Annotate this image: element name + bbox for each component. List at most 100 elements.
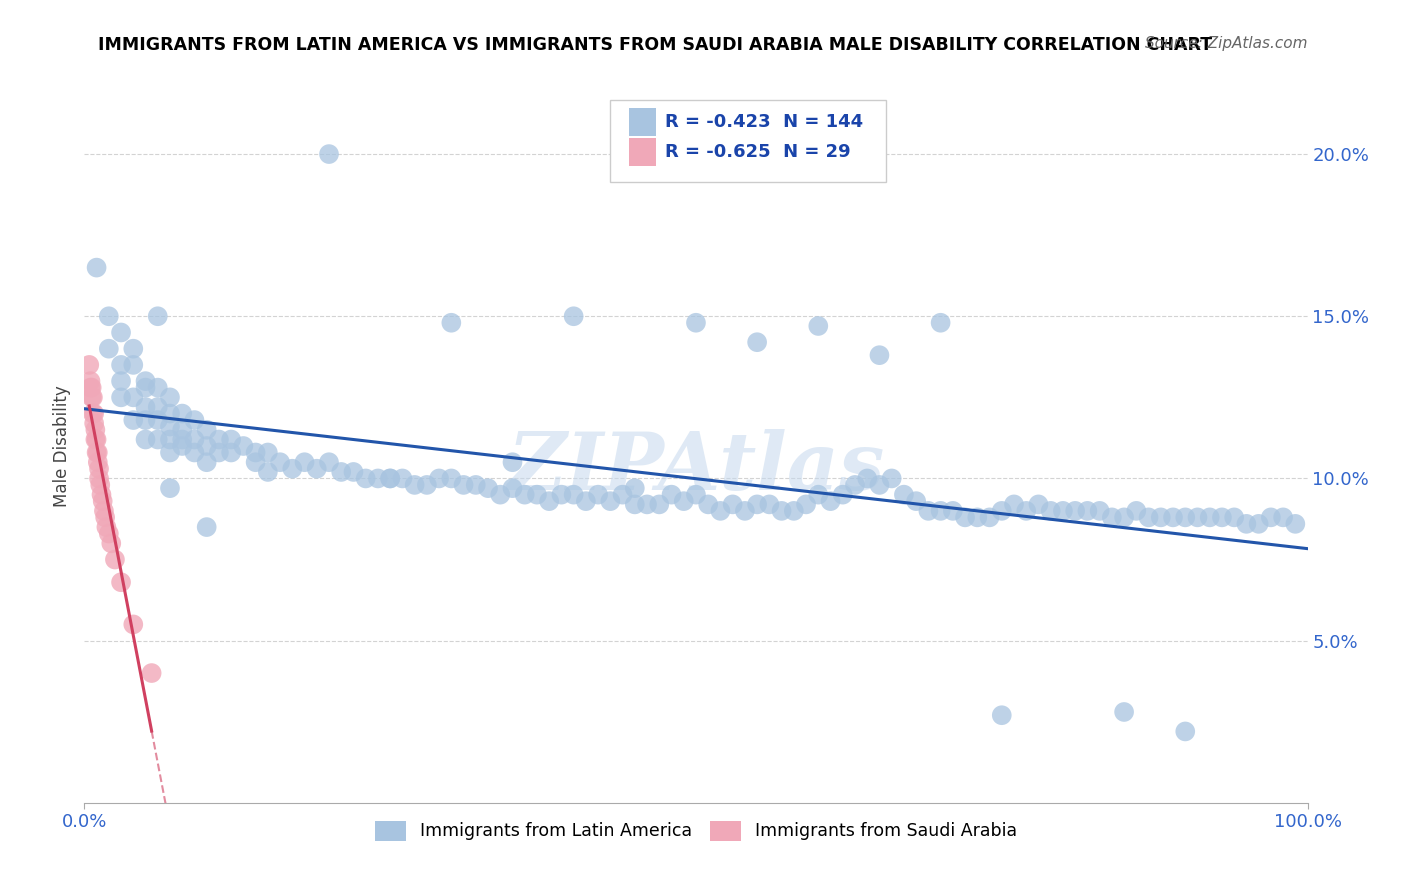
Point (104, 552, 127, 566)
Point (172, 433, 194, 447)
Point (464, 478, 486, 492)
Point (89, 478, 111, 492)
Point (159, 407, 181, 421)
Point (208, 433, 231, 447)
Point (721, 497, 744, 511)
Point (636, 497, 658, 511)
Point (697, 497, 720, 511)
Point (1174, 510, 1197, 524)
Text: ZIPAtlas: ZIPAtlas (508, 429, 884, 506)
Point (1125, 504, 1147, 518)
Point (1223, 510, 1246, 524)
Point (94, 510, 117, 524)
Point (453, 478, 475, 492)
Point (1137, 510, 1160, 524)
Point (513, 488, 536, 502)
Point (330, 465, 353, 479)
Point (794, 497, 817, 511)
Point (562, 310, 585, 324)
Point (1028, 497, 1050, 511)
Point (141, 666, 163, 681)
Point (86, 445, 108, 459)
Point (502, 481, 524, 495)
Point (83, 407, 105, 421)
Point (87, 471, 110, 485)
Point (1039, 504, 1062, 518)
Point (159, 445, 181, 459)
Point (80, 381, 103, 395)
Point (86, 260, 108, 275)
Point (966, 510, 988, 524)
Text: R = -0.423  N = 144: R = -0.423 N = 144 (665, 113, 863, 131)
Point (172, 439, 194, 453)
Point (100, 536, 122, 550)
Point (1247, 516, 1270, 531)
Point (208, 445, 231, 459)
Point (599, 494, 621, 508)
Point (135, 400, 157, 414)
Point (991, 504, 1014, 518)
Point (562, 488, 585, 502)
Point (709, 504, 731, 518)
Legend: Immigrants from Latin America, Immigrants from Saudi Arabia: Immigrants from Latin America, Immigrant… (368, 814, 1024, 847)
Point (122, 617, 145, 632)
Point (1284, 516, 1306, 531)
Point (195, 455, 218, 469)
Point (820, 494, 842, 508)
Point (305, 461, 328, 475)
Point (135, 433, 157, 447)
Y-axis label: Male Disability: Male Disability (53, 385, 72, 507)
Point (195, 520, 218, 534)
Point (110, 358, 132, 372)
Point (612, 488, 634, 502)
Point (685, 316, 707, 330)
Point (93, 504, 115, 518)
Point (770, 504, 793, 518)
Point (477, 481, 499, 495)
Point (318, 455, 340, 469)
Point (685, 488, 707, 502)
Point (758, 497, 780, 511)
Point (245, 455, 267, 469)
Point (1150, 510, 1173, 524)
Point (269, 455, 291, 469)
Point (219, 433, 242, 447)
Point (257, 465, 280, 479)
Point (404, 478, 426, 492)
Point (183, 413, 205, 427)
Point (135, 413, 157, 427)
Point (1076, 504, 1098, 518)
Point (1114, 510, 1136, 524)
Text: Source: ZipAtlas.com: Source: ZipAtlas.com (1144, 36, 1308, 51)
Point (380, 471, 402, 485)
Point (122, 413, 145, 427)
Point (807, 318, 830, 333)
Point (917, 504, 939, 518)
Text: R = -0.625  N = 29: R = -0.625 N = 29 (665, 143, 851, 161)
Point (87, 445, 110, 459)
Point (84, 433, 107, 447)
Point (391, 471, 413, 485)
Point (195, 439, 218, 453)
Point (440, 471, 463, 485)
Point (1272, 510, 1295, 524)
Point (80, 390, 103, 404)
Point (354, 471, 377, 485)
Point (82, 407, 104, 421)
Point (86, 433, 108, 447)
Point (110, 390, 132, 404)
Point (110, 575, 132, 590)
Point (294, 455, 316, 469)
Point (172, 423, 194, 437)
Point (427, 471, 450, 485)
Point (747, 497, 769, 511)
FancyBboxPatch shape (610, 100, 886, 182)
Point (979, 510, 1001, 524)
Point (159, 481, 181, 495)
Point (183, 445, 205, 459)
Point (1161, 510, 1184, 524)
Point (91, 494, 114, 508)
Point (1211, 510, 1233, 524)
Point (84, 423, 107, 437)
Point (135, 381, 157, 395)
